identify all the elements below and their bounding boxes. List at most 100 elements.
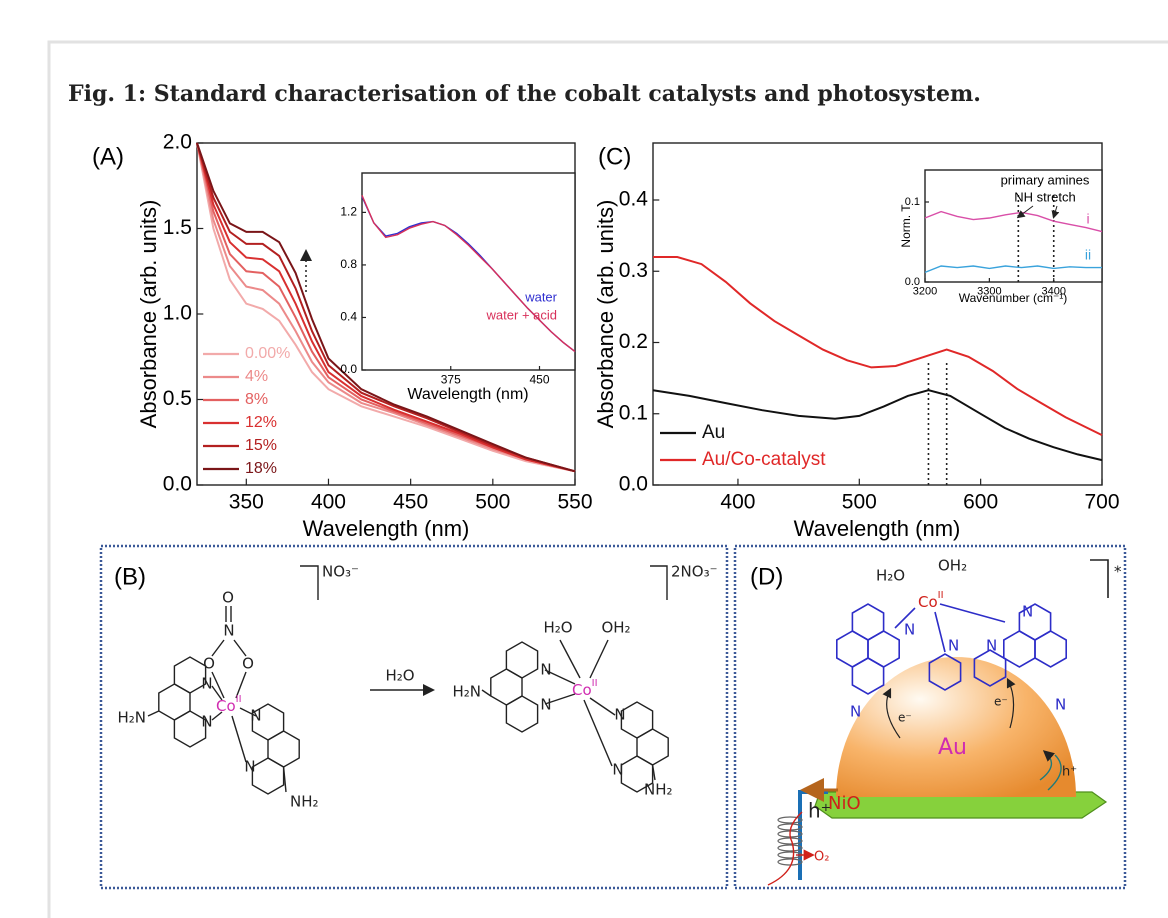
complex-2-structure bbox=[481, 565, 669, 793]
annotation: primary amines bbox=[1001, 172, 1090, 187]
complex-1-labels: N N N N O N O O H₂N NH₂ CoII NO₃⁻ bbox=[117, 563, 358, 811]
plot-frame bbox=[924, 169, 1103, 283]
series-line bbox=[196, 142, 576, 473]
x-tick-label: 400 bbox=[720, 490, 755, 513]
panel-d-labels: H₂O OH₂ CoII * N N N N N N e⁻ e⁻ Au NiO … bbox=[808, 557, 1122, 865]
panel-label: (C) bbox=[598, 143, 631, 170]
atom-label: N bbox=[850, 703, 861, 721]
y-tick-label: 1.0 bbox=[163, 302, 192, 325]
support-label: NiO bbox=[828, 793, 861, 814]
series-line bbox=[196, 142, 576, 473]
bond bbox=[211, 685, 223, 701]
page-frame bbox=[47, 40, 1168, 918]
aqua-label: OH₂ bbox=[601, 619, 630, 637]
oxidation-state: II bbox=[938, 590, 944, 601]
ring bbox=[490, 668, 523, 706]
atom-label: N bbox=[948, 637, 959, 655]
x-tick-label: 600 bbox=[963, 490, 998, 513]
x-axis-title: Wavelength (nm) bbox=[303, 516, 470, 541]
y-tick-label: 0.0 bbox=[340, 362, 357, 376]
legend-label: 8% bbox=[245, 391, 268, 408]
atom-label: N bbox=[1055, 696, 1066, 714]
y-axis-title: Absorbance (arb. units) bbox=[593, 200, 618, 429]
ring bbox=[505, 695, 539, 733]
bond bbox=[211, 711, 223, 721]
annotation: NH stretch bbox=[1014, 189, 1075, 204]
x-tick-label: 500 bbox=[475, 490, 510, 513]
bond bbox=[231, 715, 247, 763]
bond bbox=[481, 689, 492, 697]
panel-b-frame bbox=[99, 544, 729, 890]
plot-frame bbox=[361, 172, 576, 371]
atom-label: N bbox=[223, 622, 234, 640]
bond bbox=[147, 710, 160, 717]
ligand-structure bbox=[836, 559, 1109, 695]
amine-label: NH₂ bbox=[290, 793, 319, 811]
atom-label: N bbox=[614, 706, 625, 724]
metal: Co bbox=[918, 593, 938, 611]
series-line bbox=[196, 142, 576, 473]
counter-ion: NO₃⁻ bbox=[322, 563, 359, 581]
metal-label: CoII bbox=[918, 590, 944, 611]
y-tick-label: 0.2 bbox=[619, 330, 648, 353]
metal: Co bbox=[216, 697, 236, 715]
aqua-label: H₂O bbox=[543, 619, 572, 637]
x-tick-label: 500 bbox=[842, 490, 877, 513]
atom-label: N bbox=[244, 758, 255, 776]
bracket bbox=[1090, 559, 1109, 598]
legend-label: 0.00% bbox=[245, 345, 290, 362]
ring bbox=[851, 657, 885, 695]
legend-label: 12% bbox=[245, 414, 277, 431]
amine-label: H₂N bbox=[117, 709, 146, 727]
legend-label: water + acid bbox=[486, 307, 557, 322]
amine-label: NH₂ bbox=[644, 781, 673, 799]
panel-d-frame bbox=[733, 544, 1127, 890]
bond bbox=[589, 639, 609, 679]
aqua-label: H₂O bbox=[876, 567, 905, 585]
electron-arrow bbox=[882, 687, 901, 739]
series-line bbox=[924, 265, 1102, 274]
complex-1-structure bbox=[147, 565, 319, 795]
series-line bbox=[652, 389, 1103, 462]
y-tick-label: 0.0 bbox=[163, 473, 192, 496]
y-tick-label: 2.0 bbox=[163, 131, 192, 154]
bond bbox=[559, 639, 581, 679]
x-tick-label: 3200 bbox=[913, 285, 937, 297]
hole-label: h⁺ bbox=[808, 799, 831, 823]
amine-label: H₂N bbox=[452, 683, 481, 701]
series-line bbox=[653, 256, 1103, 436]
bond bbox=[651, 764, 656, 781]
x-tick-label: 3400 bbox=[1041, 285, 1065, 297]
aqua-label: OH₂ bbox=[938, 557, 967, 575]
electron-label: e⁻ bbox=[994, 695, 1008, 709]
bond bbox=[544, 693, 576, 705]
series-label: ii bbox=[1085, 246, 1091, 262]
atom-label: N bbox=[540, 696, 551, 714]
series-line bbox=[196, 142, 576, 473]
y-tick-label: 0.4 bbox=[619, 188, 649, 211]
bracket bbox=[650, 565, 668, 600]
legend-label: 15% bbox=[245, 437, 277, 454]
panel-label: (A) bbox=[92, 143, 124, 170]
y-axis-title: Norm. T bbox=[899, 204, 913, 248]
bond bbox=[583, 699, 613, 767]
x-tick-label: 700 bbox=[1084, 490, 1119, 513]
legend-label: Au bbox=[702, 422, 725, 443]
ring bbox=[251, 757, 285, 795]
x-tick-label: 375 bbox=[441, 372, 461, 386]
panel-label: (B) bbox=[114, 563, 146, 590]
atom-label: O bbox=[203, 655, 215, 673]
ring bbox=[1003, 630, 1036, 668]
atom-label: N bbox=[904, 621, 915, 639]
bracket bbox=[300, 565, 319, 600]
oxidation-state: II bbox=[592, 678, 598, 689]
product-label: O₂ bbox=[814, 850, 829, 865]
atom-label: N bbox=[540, 661, 551, 679]
series-label: i bbox=[1086, 210, 1089, 226]
y-tick-label: 0.5 bbox=[163, 387, 192, 410]
y-tick-label: 1.5 bbox=[163, 216, 192, 239]
atom-label: O bbox=[222, 589, 234, 607]
x-tick-label: 3300 bbox=[977, 285, 1001, 297]
y-tick-label: 0.3 bbox=[619, 259, 648, 282]
